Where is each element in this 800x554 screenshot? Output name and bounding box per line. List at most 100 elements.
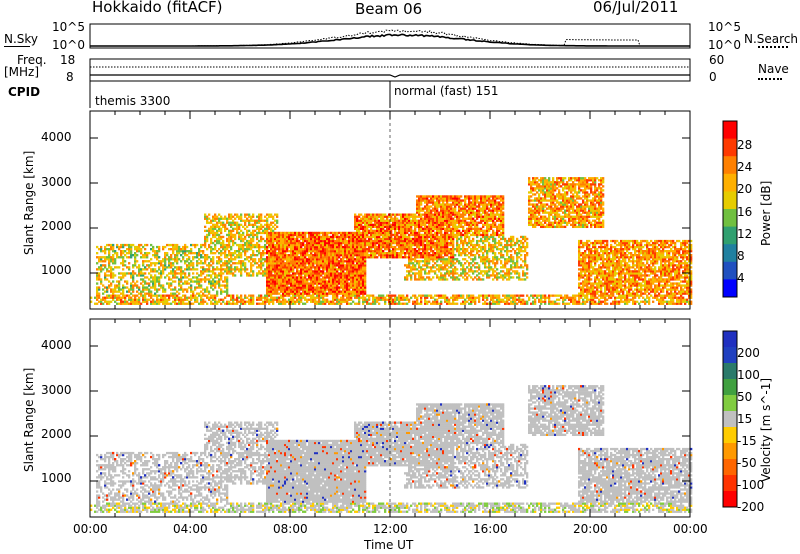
range-cell <box>454 195 457 198</box>
range-cell <box>116 286 119 289</box>
range-cell <box>270 233 273 237</box>
range-cell <box>264 302 267 305</box>
range-cell <box>346 250 349 253</box>
range-cell <box>276 233 279 237</box>
range-cell <box>458 294 461 297</box>
range-cell <box>232 262 235 265</box>
range-cell <box>324 239 327 243</box>
range-cell <box>230 223 233 227</box>
range-cell <box>358 215 361 218</box>
range-cell <box>352 272 355 275</box>
range-cell <box>290 292 293 295</box>
range-cell <box>442 245 445 249</box>
range-cell <box>232 223 235 227</box>
range-cell <box>322 260 325 263</box>
range-cell <box>302 288 305 291</box>
range-cell <box>276 274 279 277</box>
range-cell <box>406 294 409 297</box>
range-cell <box>356 264 359 267</box>
range-cell <box>230 248 233 251</box>
range-cell <box>266 252 269 255</box>
range-cell <box>300 288 303 291</box>
range-cell <box>250 233 253 237</box>
range-cell <box>96 262 99 265</box>
range-cell <box>234 268 237 271</box>
range-cell <box>394 302 397 305</box>
range-cell <box>350 290 353 293</box>
range-cell <box>258 221 261 224</box>
range-cell <box>266 248 269 251</box>
range-cell <box>462 217 465 220</box>
range-cell <box>100 245 103 249</box>
range-cell <box>340 243 343 247</box>
range-cell <box>430 241 433 245</box>
range-cell <box>160 300 163 303</box>
range-cell <box>374 221 377 224</box>
range-cell <box>326 262 329 265</box>
range-cell <box>414 217 417 220</box>
range-cell <box>256 243 259 247</box>
range-cell <box>164 298 167 301</box>
range-cell <box>416 262 419 265</box>
range-cell <box>258 294 261 297</box>
range-cell <box>370 252 373 255</box>
range-cell <box>176 262 179 265</box>
range-cell <box>436 298 439 301</box>
range-cell <box>432 258 435 261</box>
range-cell <box>440 274 443 277</box>
range-cell <box>260 225 263 229</box>
range-cell <box>364 270 367 273</box>
range-cell <box>320 254 323 257</box>
range-cell <box>272 231 275 235</box>
range-cell <box>436 260 439 263</box>
range-cell <box>400 250 403 253</box>
range-cell <box>450 264 453 267</box>
range-cell <box>280 302 283 305</box>
range-cell <box>200 290 203 293</box>
range-cell <box>278 231 281 235</box>
range-cell <box>108 294 111 297</box>
range-cell <box>302 266 305 269</box>
range-cell <box>152 270 155 273</box>
range-cell <box>462 211 465 214</box>
range-cell <box>228 243 231 247</box>
range-cell <box>132 300 135 303</box>
range-cell <box>288 264 291 267</box>
range-cell <box>440 264 443 267</box>
range-cell <box>374 300 377 303</box>
range-cell <box>404 223 407 227</box>
range-cell <box>250 300 253 303</box>
vel-cbar-tick-200: 200 <box>737 346 760 360</box>
range-cell <box>418 219 421 222</box>
range-cell <box>424 215 427 218</box>
range-cell <box>238 217 241 220</box>
range-cell <box>422 237 425 241</box>
range-cell <box>260 296 263 299</box>
range-cell <box>142 300 145 303</box>
range-cell <box>130 298 133 301</box>
range-cell <box>398 239 401 243</box>
range-cell <box>442 276 445 279</box>
range-cell <box>282 280 285 283</box>
range-cell <box>96 286 99 289</box>
range-cell <box>304 276 307 279</box>
power-cbar-tick-4: 4 <box>737 271 745 285</box>
range-cell <box>350 286 353 289</box>
range-cell <box>332 256 335 259</box>
range-cell <box>378 248 381 251</box>
range-cell <box>278 278 281 281</box>
range-cell <box>432 217 435 220</box>
range-cell <box>128 250 131 253</box>
range-cell <box>272 282 275 285</box>
range-cell <box>428 260 431 263</box>
range-cell <box>228 262 231 265</box>
range-cell <box>312 250 315 253</box>
range-cell <box>260 235 263 239</box>
range-cell <box>284 284 287 287</box>
range-cell <box>332 272 335 275</box>
range-cell <box>230 235 233 239</box>
range-cell <box>288 250 291 253</box>
range-cell <box>354 286 357 289</box>
range-cell <box>304 262 307 265</box>
range-cell <box>290 245 293 249</box>
